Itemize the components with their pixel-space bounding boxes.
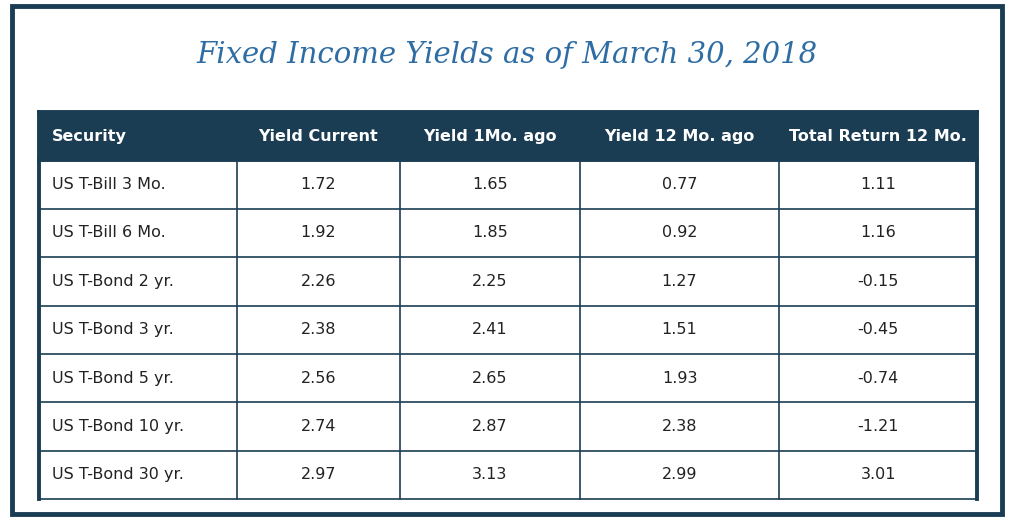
Text: 2.97: 2.97 <box>301 467 337 483</box>
Bar <box>237 209 400 257</box>
Text: Yield 1Mo. ago: Yield 1Mo. ago <box>423 128 557 144</box>
Text: 2.38: 2.38 <box>301 322 337 337</box>
Text: 2.25: 2.25 <box>473 274 508 289</box>
Bar <box>39 209 237 257</box>
Text: US T-Bond 5 yr.: US T-Bond 5 yr. <box>52 371 173 386</box>
Bar <box>580 160 779 209</box>
Bar <box>779 257 977 305</box>
Text: 3.01: 3.01 <box>861 467 896 483</box>
Text: 2.74: 2.74 <box>301 419 337 434</box>
Text: 1.27: 1.27 <box>662 274 698 289</box>
Bar <box>237 112 400 160</box>
Text: 1.85: 1.85 <box>473 225 508 240</box>
Bar <box>39 112 237 160</box>
Bar <box>580 402 779 451</box>
Bar <box>39 257 237 305</box>
Text: -0.74: -0.74 <box>858 371 898 386</box>
Bar <box>400 402 580 451</box>
Bar <box>779 354 977 402</box>
Bar <box>779 112 977 160</box>
Text: US T-Bond 2 yr.: US T-Bond 2 yr. <box>52 274 173 289</box>
Bar <box>400 209 580 257</box>
Text: 0.92: 0.92 <box>662 225 698 240</box>
Text: 1.11: 1.11 <box>860 177 896 192</box>
Bar <box>580 451 779 499</box>
Text: 1.51: 1.51 <box>662 322 698 337</box>
Text: 2.56: 2.56 <box>301 371 337 386</box>
Bar <box>39 451 237 499</box>
Bar <box>39 160 237 209</box>
Bar <box>237 160 400 209</box>
Text: -1.21: -1.21 <box>858 419 899 434</box>
Bar <box>237 354 400 402</box>
Bar <box>400 112 580 160</box>
Bar <box>400 257 580 305</box>
Text: 1.72: 1.72 <box>300 177 337 192</box>
Text: -0.15: -0.15 <box>858 274 898 289</box>
Bar <box>400 451 580 499</box>
Bar <box>580 209 779 257</box>
Text: 2.99: 2.99 <box>662 467 698 483</box>
Bar <box>580 112 779 160</box>
Bar <box>237 305 400 354</box>
Text: Security: Security <box>52 128 127 144</box>
Text: US T-Bill 6 Mo.: US T-Bill 6 Mo. <box>52 225 165 240</box>
Bar <box>237 402 400 451</box>
Bar <box>39 305 237 354</box>
Text: 1.92: 1.92 <box>300 225 337 240</box>
Bar <box>39 402 237 451</box>
Text: Yield 12 Mo. ago: Yield 12 Mo. ago <box>604 128 754 144</box>
Bar <box>580 257 779 305</box>
Text: Fixed Income Yields as of March 30, 2018: Fixed Income Yields as of March 30, 2018 <box>197 41 817 69</box>
Bar <box>400 160 580 209</box>
Text: US T-Bond 3 yr.: US T-Bond 3 yr. <box>52 322 173 337</box>
Text: 1.16: 1.16 <box>860 225 896 240</box>
Text: 2.26: 2.26 <box>301 274 337 289</box>
Text: 2.38: 2.38 <box>662 419 698 434</box>
Text: Total Return 12 Mo.: Total Return 12 Mo. <box>789 128 967 144</box>
Bar <box>400 354 580 402</box>
Text: Yield Current: Yield Current <box>259 128 378 144</box>
Bar <box>237 451 400 499</box>
Bar <box>779 402 977 451</box>
Bar <box>779 451 977 499</box>
Text: US T-Bond 30 yr.: US T-Bond 30 yr. <box>52 467 184 483</box>
Bar <box>779 209 977 257</box>
Text: 2.87: 2.87 <box>473 419 508 434</box>
Text: US T-Bond 10 yr.: US T-Bond 10 yr. <box>52 419 184 434</box>
Bar <box>580 354 779 402</box>
Text: 2.65: 2.65 <box>473 371 508 386</box>
Text: 1.93: 1.93 <box>662 371 698 386</box>
Text: -0.45: -0.45 <box>858 322 898 337</box>
Text: 1.65: 1.65 <box>473 177 508 192</box>
Text: US T-Bill 3 Mo.: US T-Bill 3 Mo. <box>52 177 165 192</box>
Bar <box>779 160 977 209</box>
Text: 2.41: 2.41 <box>473 322 508 337</box>
Text: 0.77: 0.77 <box>662 177 698 192</box>
Text: 3.13: 3.13 <box>473 467 508 483</box>
Bar <box>237 257 400 305</box>
Bar <box>39 354 237 402</box>
Bar <box>779 305 977 354</box>
Bar <box>580 305 779 354</box>
Bar <box>400 305 580 354</box>
